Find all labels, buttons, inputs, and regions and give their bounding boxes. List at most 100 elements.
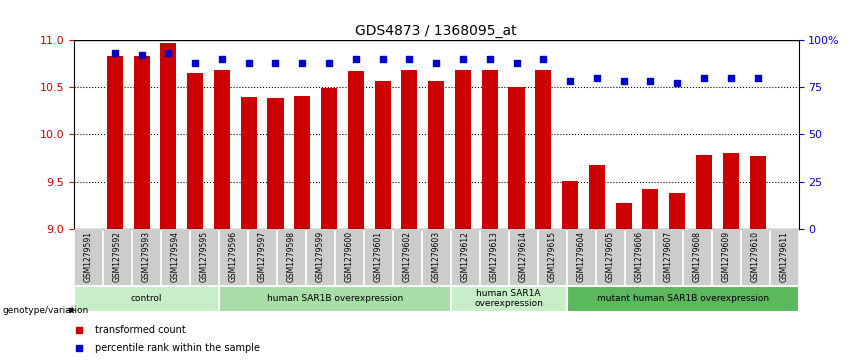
Text: GSM1279615: GSM1279615 bbox=[548, 231, 556, 282]
Bar bbox=[451, 229, 479, 285]
Bar bbox=[696, 155, 712, 229]
Bar bbox=[214, 70, 230, 229]
Bar bbox=[567, 286, 799, 311]
Bar bbox=[161, 229, 189, 285]
Text: GSM1279600: GSM1279600 bbox=[345, 231, 353, 282]
Point bbox=[590, 75, 604, 81]
Text: GSM1279595: GSM1279595 bbox=[200, 231, 208, 282]
Point bbox=[403, 56, 417, 62]
Bar bbox=[683, 229, 711, 285]
Bar bbox=[562, 182, 578, 229]
Point bbox=[376, 56, 390, 62]
Bar bbox=[132, 229, 161, 285]
Text: GSM1279597: GSM1279597 bbox=[258, 231, 266, 282]
Bar bbox=[348, 71, 364, 229]
Bar bbox=[615, 203, 632, 229]
Text: GSM1279604: GSM1279604 bbox=[576, 231, 586, 282]
Point bbox=[188, 60, 202, 65]
Text: GSM1279594: GSM1279594 bbox=[171, 231, 180, 282]
Bar bbox=[455, 70, 471, 229]
Point bbox=[268, 60, 282, 65]
Point bbox=[108, 50, 122, 56]
Bar bbox=[321, 88, 337, 229]
Point bbox=[483, 56, 496, 62]
Point bbox=[215, 56, 229, 62]
Text: GSM1279603: GSM1279603 bbox=[431, 231, 441, 282]
Bar bbox=[422, 229, 450, 285]
Point bbox=[751, 75, 765, 81]
Bar bbox=[428, 81, 444, 229]
Bar bbox=[364, 229, 392, 285]
Bar bbox=[103, 229, 131, 285]
Bar bbox=[219, 229, 247, 285]
Bar bbox=[248, 229, 276, 285]
Bar bbox=[219, 286, 450, 311]
Title: GDS4873 / 1368095_at: GDS4873 / 1368095_at bbox=[355, 24, 517, 37]
Point bbox=[724, 75, 738, 81]
Bar bbox=[107, 56, 122, 229]
Text: GSM1279602: GSM1279602 bbox=[403, 231, 411, 282]
Text: GSM1279608: GSM1279608 bbox=[693, 231, 701, 282]
Bar bbox=[589, 164, 605, 229]
Text: GSM1279609: GSM1279609 bbox=[721, 231, 731, 282]
Text: GSM1279591: GSM1279591 bbox=[84, 231, 93, 282]
Bar bbox=[480, 229, 509, 285]
Bar bbox=[625, 229, 654, 285]
Bar bbox=[482, 70, 497, 229]
Bar bbox=[74, 229, 102, 285]
Bar bbox=[306, 229, 334, 285]
Bar bbox=[187, 73, 203, 229]
Bar bbox=[240, 97, 257, 229]
Bar bbox=[335, 229, 364, 285]
Bar bbox=[393, 229, 421, 285]
Bar bbox=[451, 286, 566, 311]
Bar bbox=[134, 56, 149, 229]
Point bbox=[563, 78, 577, 84]
Text: GSM1279601: GSM1279601 bbox=[374, 231, 383, 282]
Text: transformed count: transformed count bbox=[95, 325, 186, 335]
Bar bbox=[654, 229, 682, 285]
Bar bbox=[538, 229, 566, 285]
Bar bbox=[741, 229, 769, 285]
Bar bbox=[161, 43, 176, 229]
Point bbox=[429, 60, 443, 65]
Text: GSM1279607: GSM1279607 bbox=[664, 231, 673, 282]
Text: control: control bbox=[130, 294, 162, 303]
Bar bbox=[401, 70, 418, 229]
Point bbox=[536, 56, 550, 62]
Bar bbox=[375, 81, 391, 229]
Bar bbox=[509, 229, 537, 285]
Text: GSM1279612: GSM1279612 bbox=[461, 231, 470, 282]
Point bbox=[161, 50, 175, 56]
Bar bbox=[190, 229, 219, 285]
Point bbox=[643, 78, 657, 84]
Point bbox=[697, 75, 711, 81]
Bar bbox=[723, 153, 739, 229]
Point bbox=[241, 60, 255, 65]
Text: human SAR1A
overexpression: human SAR1A overexpression bbox=[474, 289, 543, 308]
Bar bbox=[277, 229, 306, 285]
Text: mutant human SAR1B overexpression: mutant human SAR1B overexpression bbox=[596, 294, 769, 303]
Point bbox=[135, 52, 148, 58]
Bar bbox=[669, 193, 685, 229]
Text: GSM1279613: GSM1279613 bbox=[490, 231, 498, 282]
Text: GSM1279596: GSM1279596 bbox=[229, 231, 238, 282]
Text: GSM1279611: GSM1279611 bbox=[779, 231, 788, 282]
Point bbox=[322, 60, 336, 65]
Text: GSM1279606: GSM1279606 bbox=[635, 231, 643, 282]
Bar bbox=[567, 229, 595, 285]
Bar bbox=[536, 70, 551, 229]
Bar bbox=[509, 87, 524, 229]
Point bbox=[670, 81, 684, 86]
Point bbox=[510, 60, 523, 65]
Point bbox=[617, 78, 631, 84]
Bar bbox=[770, 229, 799, 285]
Text: GSM1279598: GSM1279598 bbox=[286, 231, 296, 282]
Text: GSM1279605: GSM1279605 bbox=[606, 231, 615, 282]
Point bbox=[349, 56, 363, 62]
Text: GSM1279599: GSM1279599 bbox=[316, 231, 325, 282]
Bar bbox=[750, 156, 766, 229]
Point bbox=[295, 60, 309, 65]
Bar bbox=[267, 98, 284, 229]
Bar bbox=[712, 229, 740, 285]
